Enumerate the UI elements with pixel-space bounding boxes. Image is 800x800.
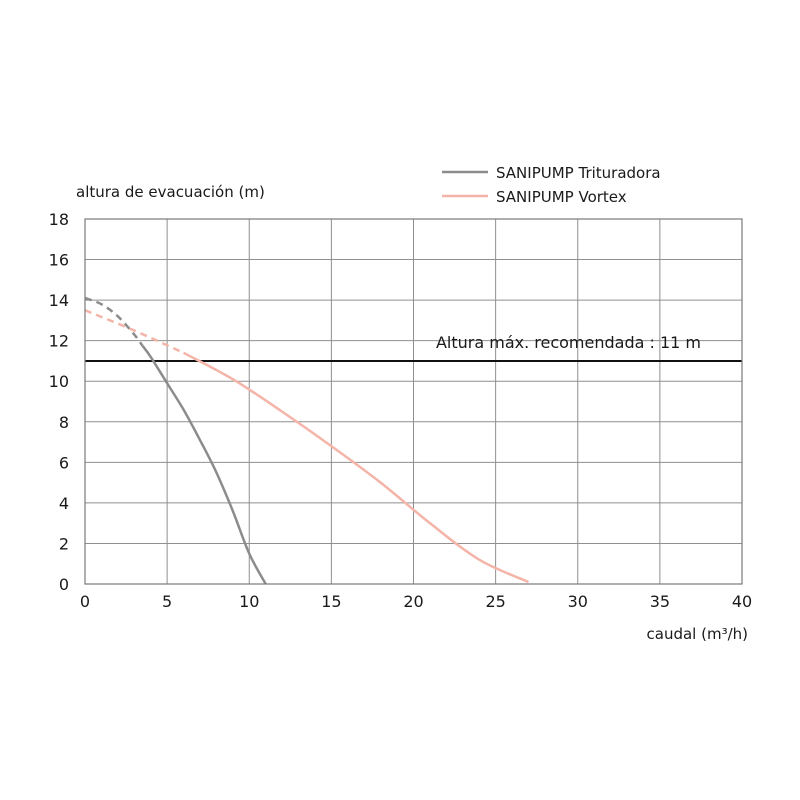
x-tick-label: 35: [650, 592, 670, 611]
x-tick-label: 15: [321, 592, 341, 611]
series-group: [84, 296, 529, 585]
reference-line-group: Altura máx. recomendada : 11 m: [85, 333, 742, 362]
axes: [84, 218, 743, 585]
y-tick-label: 10: [49, 372, 69, 391]
legend-label-vortex: SANIPUMP Vortex: [496, 188, 627, 206]
y-tick-label: 18: [49, 210, 69, 229]
x-tick-label: 30: [568, 592, 588, 611]
x-tick-label: 25: [485, 592, 505, 611]
y-tick-label: 16: [49, 251, 69, 270]
legend-label-trituradora: SANIPUMP Trituradora: [496, 164, 661, 182]
grid: [85, 219, 742, 584]
y-tick-label: 14: [49, 291, 69, 310]
series-line-vortex: [182, 351, 529, 584]
y-axis-label: altura de evacuación (m): [76, 183, 265, 201]
y-tick-label: 0: [59, 575, 69, 594]
x-tick-label: 40: [732, 592, 752, 611]
x-tick-label: 5: [162, 592, 172, 611]
series-line-trituradora: [141, 344, 267, 585]
x-axis-label: caudal (m³/h): [647, 625, 748, 643]
series-line-trituradora-dashed: [84, 296, 144, 347]
plot-frame: [84, 218, 743, 585]
y-tick-label: 12: [49, 332, 69, 351]
legend: SANIPUMP Trituradora SANIPUMP Vortex: [442, 164, 661, 206]
x-tick-label: 0: [80, 592, 90, 611]
y-tick-label: 8: [59, 413, 69, 432]
reference-line-label: Altura máx. recomendada : 11 m: [436, 333, 701, 352]
y-tick-label: 6: [59, 453, 69, 472]
series-line-vortex-dashed: [84, 309, 185, 354]
y-tick-label: 4: [59, 494, 69, 513]
x-tick-label: 20: [403, 592, 423, 611]
tick-labels: 0 5 10 15 20 25 30 35 40 0 2 4 6 8 10 12 14 16 18: [49, 210, 753, 611]
y-tick-label: 2: [59, 534, 69, 553]
x-tick-label: 10: [239, 592, 259, 611]
